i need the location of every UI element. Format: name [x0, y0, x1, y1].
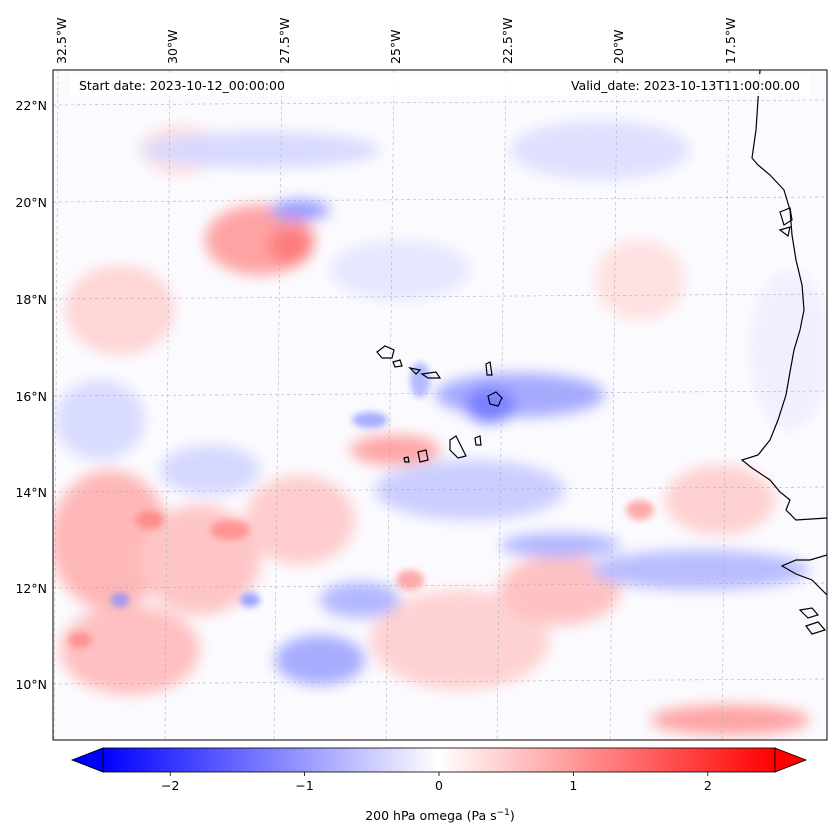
colorbar-tick-label: 1 — [569, 778, 577, 793]
cape-verde-boa-vista — [487, 391, 503, 407]
colorbar-extend-max — [774, 747, 808, 773]
bissagos-islands — [798, 607, 827, 635]
cape-verde-santo-antao — [376, 345, 395, 359]
lat-label-10n: 10°N — [15, 677, 47, 692]
africa-coastline-south — [780, 554, 827, 596]
colorbar-title: 200 hPa omega (Pa s−1) — [365, 808, 515, 823]
colorbar: −2 −1 0 1 2 200 hPa omega (Pa s−1) — [70, 747, 808, 823]
lon-label-30w: 30°W — [165, 29, 180, 64]
omega-field — [53, 120, 827, 735]
longitude-labels: 32.5°W 30°W 27.5°W 25°W 22.5°W 20°W 17.5… — [54, 18, 738, 64]
cape-verde-maio — [474, 435, 482, 446]
date-header-box — [70, 74, 810, 96]
lat-label-20n: 20°N — [15, 195, 47, 210]
cape-verde-brava — [403, 456, 410, 463]
cape-verde-sal — [485, 361, 493, 376]
lon-label-25w: 25°W — [388, 29, 403, 64]
lat-label-22n: 22°N — [15, 98, 47, 113]
omega-field-detail — [68, 362, 654, 648]
cape-verde-santiago — [449, 435, 467, 459]
map-frame — [52, 69, 828, 741]
lon-label-17-5w: 17.5°W — [723, 18, 738, 64]
start-date-label: Start date: 2023-10-12_00:00:00 — [79, 78, 285, 93]
map-area — [53, 70, 827, 740]
colorbar-tick-label: −1 — [295, 778, 313, 793]
canary-edge — [778, 207, 793, 238]
lon-label-20w: 20°W — [611, 29, 626, 64]
colorbar-body — [102, 747, 776, 773]
colorbar-ticks: −2 −1 0 1 2 — [161, 772, 712, 793]
lat-label-16n: 16°N — [15, 389, 47, 404]
colorbar-tick-label: 2 — [704, 778, 712, 793]
colorbar-tick-label: 0 — [435, 778, 443, 793]
lat-label-14n: 14°N — [15, 485, 47, 500]
coastlines — [376, 70, 827, 635]
valid-date-label: Valid_date: 2023-10-13T11:00:00.00 — [571, 78, 800, 93]
colorbar-extend-min — [70, 747, 104, 773]
lon-label-32-5w: 32.5°W — [54, 18, 69, 64]
lat-label-12n: 12°N — [15, 581, 47, 596]
cape-verde-fogo — [417, 449, 429, 463]
lon-label-27-5w: 27.5°W — [277, 18, 292, 64]
lon-label-22-5w: 22.5°W — [500, 18, 515, 64]
cape-verde-sao-nicolau — [408, 367, 442, 379]
lat-label-18n: 18°N — [15, 292, 47, 307]
africa-coastline — [740, 70, 827, 521]
cape-verde-sao-vicente — [392, 359, 403, 368]
colorbar-tick-label: −2 — [161, 778, 179, 793]
latitude-labels: 22°N 20°N 18°N 16°N 14°N 12°N 10°N — [15, 98, 47, 692]
graticule — [53, 70, 827, 740]
